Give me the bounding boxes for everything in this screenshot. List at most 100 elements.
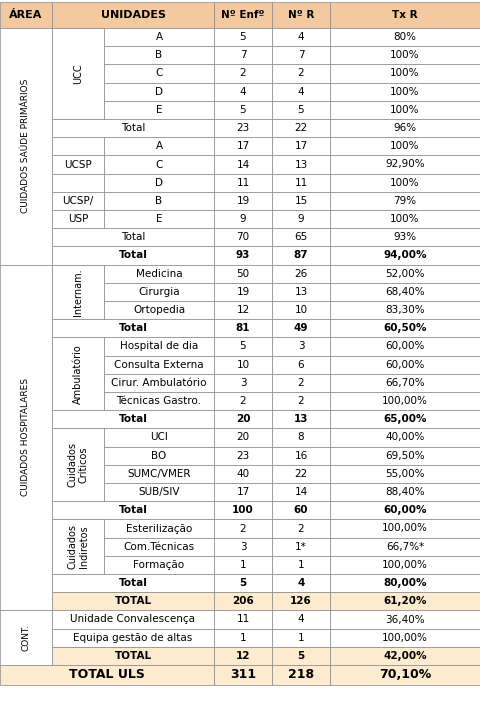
Text: 61,20%: 61,20% — [383, 596, 427, 607]
Text: 80%: 80% — [394, 32, 417, 42]
Text: 42,00%: 42,00% — [383, 651, 427, 661]
Text: 5: 5 — [298, 651, 305, 661]
Text: E: E — [156, 105, 162, 115]
Text: 65,00%: 65,00% — [383, 414, 427, 424]
Bar — [272, 483, 330, 501]
Bar — [52, 82, 104, 100]
Text: SUB/SIV: SUB/SIV — [138, 487, 180, 497]
Bar — [214, 247, 272, 265]
Bar — [214, 2, 272, 28]
Bar — [272, 28, 330, 46]
Bar — [330, 82, 480, 100]
Bar — [330, 155, 480, 174]
Text: B: B — [156, 51, 163, 60]
Bar — [272, 556, 330, 574]
Text: CUIDADOS SAÚDE PRIMÁRIOS: CUIDADOS SAÚDE PRIMÁRIOS — [22, 79, 31, 213]
Bar — [330, 519, 480, 538]
Text: 5: 5 — [240, 105, 246, 115]
Text: E: E — [156, 214, 162, 224]
Text: BO: BO — [151, 450, 167, 461]
Bar — [214, 119, 272, 137]
Text: 2: 2 — [240, 69, 246, 79]
Bar — [214, 628, 272, 647]
Text: Tx R: Tx R — [392, 10, 418, 20]
Text: A: A — [156, 141, 163, 151]
Text: 22: 22 — [294, 123, 308, 133]
Text: Ortopedia: Ortopedia — [133, 305, 185, 315]
Text: Cirurgia: Cirurgia — [138, 287, 180, 297]
Text: 9: 9 — [240, 214, 246, 224]
Bar — [272, 155, 330, 174]
Text: 126: 126 — [290, 596, 312, 607]
Text: 11: 11 — [236, 615, 250, 625]
Bar — [330, 538, 480, 556]
Bar — [104, 356, 214, 374]
Text: 70: 70 — [237, 232, 250, 242]
Text: 9: 9 — [298, 214, 304, 224]
Bar — [272, 2, 330, 28]
Bar — [214, 392, 272, 410]
Text: 93%: 93% — [394, 232, 417, 242]
Bar — [214, 501, 272, 519]
Text: Nº R: Nº R — [288, 10, 314, 20]
Bar — [214, 483, 272, 501]
Bar — [214, 538, 272, 556]
Text: 8: 8 — [298, 432, 304, 442]
Bar — [104, 556, 214, 574]
Text: 20: 20 — [237, 432, 250, 442]
Bar — [272, 538, 330, 556]
Bar — [272, 501, 330, 519]
Bar — [214, 319, 272, 338]
Bar — [330, 301, 480, 319]
Bar — [52, 265, 104, 283]
Text: 17: 17 — [236, 487, 250, 497]
Bar — [330, 137, 480, 155]
Text: D: D — [155, 178, 163, 188]
Text: 100%: 100% — [390, 105, 420, 115]
Text: Nº Enfº: Nº Enfº — [221, 10, 265, 20]
Bar — [272, 283, 330, 301]
Text: 70,10%: 70,10% — [379, 669, 431, 682]
Bar — [214, 228, 272, 247]
Bar — [0, 2, 52, 28]
Text: Técnicas Gastro.: Técnicas Gastro. — [117, 396, 202, 406]
Text: 68,40%: 68,40% — [385, 287, 425, 297]
Text: C: C — [156, 69, 163, 79]
Text: Total: Total — [121, 232, 145, 242]
Text: TOTAL: TOTAL — [114, 596, 152, 607]
Bar — [330, 247, 480, 265]
Text: 100%: 100% — [390, 214, 420, 224]
Text: Cirur. Ambulatório: Cirur. Ambulatório — [111, 378, 207, 388]
Bar — [330, 374, 480, 392]
Bar — [330, 356, 480, 374]
Text: 100%: 100% — [390, 51, 420, 60]
Text: D: D — [155, 87, 163, 97]
Bar — [330, 119, 480, 137]
Bar — [52, 592, 214, 610]
Bar — [272, 338, 330, 356]
Text: 23: 23 — [236, 123, 250, 133]
Text: 26: 26 — [294, 269, 308, 278]
Text: Total: Total — [121, 123, 145, 133]
Text: 2: 2 — [240, 396, 246, 406]
Text: 5: 5 — [240, 578, 247, 588]
Text: 7: 7 — [240, 51, 246, 60]
Text: 20: 20 — [236, 414, 250, 424]
Bar — [330, 100, 480, 119]
Bar — [214, 100, 272, 119]
Text: 4: 4 — [298, 615, 304, 625]
Text: 16: 16 — [294, 450, 308, 461]
Text: 100,00%: 100,00% — [382, 560, 428, 570]
Bar — [214, 82, 272, 100]
Text: SUMC/VMER: SUMC/VMER — [127, 469, 191, 479]
Text: 66,7%*: 66,7%* — [386, 542, 424, 552]
Text: 65: 65 — [294, 232, 308, 242]
Text: Consulta Externa: Consulta Externa — [114, 360, 204, 369]
Text: 19: 19 — [236, 196, 250, 206]
Text: 2: 2 — [240, 523, 246, 534]
Text: 60,00%: 60,00% — [385, 341, 425, 351]
Bar — [330, 628, 480, 647]
Text: 100%: 100% — [390, 178, 420, 188]
Text: 40,00%: 40,00% — [385, 432, 425, 442]
Text: UCSP/: UCSP/ — [62, 196, 94, 206]
